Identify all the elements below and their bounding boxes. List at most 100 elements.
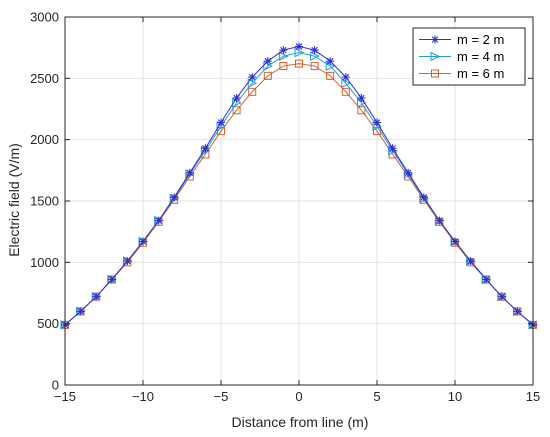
marker-stroke xyxy=(431,36,439,43)
data-point xyxy=(326,71,335,80)
data-point xyxy=(217,118,225,127)
tick-labels: −15 −10 −5 0 5 10 15 0 500 1000 1500 2000 2500 3000 xyxy=(30,10,540,405)
y-tick-label: 1500 xyxy=(30,194,59,209)
x-axis-title: Distance from line (m) xyxy=(232,414,369,430)
marker-stroke xyxy=(342,73,350,81)
data-point xyxy=(513,307,522,316)
data-point xyxy=(482,275,491,284)
legend-marker xyxy=(431,35,439,44)
data-point xyxy=(310,51,320,62)
marker-stroke xyxy=(108,276,116,283)
data-point xyxy=(92,292,101,301)
data-point xyxy=(139,237,147,246)
x-tick-label: 5 xyxy=(373,389,380,404)
marker-stroke xyxy=(467,257,474,265)
data-point xyxy=(435,216,444,225)
marker-stroke xyxy=(280,46,287,54)
x-tick-label: 15 xyxy=(526,389,540,404)
data-point xyxy=(326,57,335,66)
y-tick-label: 1000 xyxy=(30,255,59,270)
data-point xyxy=(310,62,319,71)
series-group xyxy=(60,42,539,330)
x-tick-label: −15 xyxy=(54,389,76,404)
marker-stroke xyxy=(92,293,100,300)
data-point xyxy=(357,106,366,115)
marker-stroke xyxy=(248,73,256,81)
marker-stroke xyxy=(202,144,209,152)
x-tick-label: 10 xyxy=(448,389,462,404)
marker-stroke xyxy=(451,238,459,245)
data-point xyxy=(295,59,303,68)
marker-stroke xyxy=(358,94,365,102)
y-tick-label: 500 xyxy=(37,316,59,331)
marker-stroke xyxy=(373,119,381,126)
y-tick-label: 2500 xyxy=(30,71,59,86)
data-point xyxy=(373,118,381,127)
data-point xyxy=(232,106,241,115)
marker-stroke xyxy=(77,308,84,315)
data-point xyxy=(248,87,257,96)
marker-stroke xyxy=(295,43,303,50)
marker-stroke xyxy=(217,119,225,126)
data-point xyxy=(341,87,350,96)
legend-item: m = 4 m xyxy=(419,49,504,64)
marker-stroke xyxy=(170,194,178,201)
legend-marker xyxy=(430,51,441,62)
marker-stroke xyxy=(186,169,194,177)
marker-stroke xyxy=(482,276,490,283)
marker-stroke xyxy=(436,217,443,224)
marker-stroke xyxy=(498,293,506,300)
legend-label: m = 4 m xyxy=(457,49,504,64)
y-tick-label: 0 xyxy=(52,378,59,393)
data-point xyxy=(107,275,116,284)
x-tick-label: −5 xyxy=(214,389,229,404)
data-point xyxy=(154,216,163,225)
data-point xyxy=(185,168,194,177)
data-point xyxy=(76,307,85,316)
legend-label: m = 6 m xyxy=(457,66,504,81)
marker-stroke xyxy=(326,57,334,65)
data-point xyxy=(263,71,272,80)
marker-stroke xyxy=(311,46,318,54)
data-point xyxy=(404,168,413,177)
data-point xyxy=(263,57,272,66)
legend-item: m = 2 m xyxy=(419,32,504,47)
data-point xyxy=(497,292,506,301)
data-point xyxy=(466,257,475,266)
data-point xyxy=(295,42,303,51)
data-point xyxy=(341,73,350,82)
legend-label: m = 2 m xyxy=(457,32,504,47)
axes xyxy=(64,16,534,386)
marker-stroke xyxy=(404,169,412,177)
data-point xyxy=(279,46,288,55)
data-point xyxy=(279,62,288,71)
data-point xyxy=(278,51,289,62)
series-1 xyxy=(61,42,537,329)
data-point xyxy=(419,193,428,202)
marker-stroke xyxy=(420,194,428,201)
marker-stroke xyxy=(233,94,240,102)
marker-stroke xyxy=(389,144,396,152)
marker-stroke xyxy=(124,257,131,265)
marker-stroke xyxy=(514,308,521,315)
data-point xyxy=(232,93,241,102)
y-tick-label: 3000 xyxy=(30,10,59,25)
data-point xyxy=(310,46,319,55)
y-axis-title: Electric field (V/m) xyxy=(6,143,22,257)
legend-item: m = 6 m xyxy=(419,66,504,81)
legend: m = 2 m m = 4 m m = 6 m xyxy=(412,27,526,86)
data-point xyxy=(357,93,366,102)
data-point xyxy=(341,78,351,89)
data-point xyxy=(123,257,132,266)
marker-stroke xyxy=(139,238,147,245)
x-tick-label: −10 xyxy=(132,389,154,404)
data-point xyxy=(451,237,459,246)
x-tick-label: 0 xyxy=(295,389,302,404)
marker-stroke xyxy=(155,217,162,224)
data-point xyxy=(388,144,397,153)
legend-marker xyxy=(431,69,439,78)
marker-stroke xyxy=(264,57,272,65)
data-point xyxy=(170,193,179,202)
